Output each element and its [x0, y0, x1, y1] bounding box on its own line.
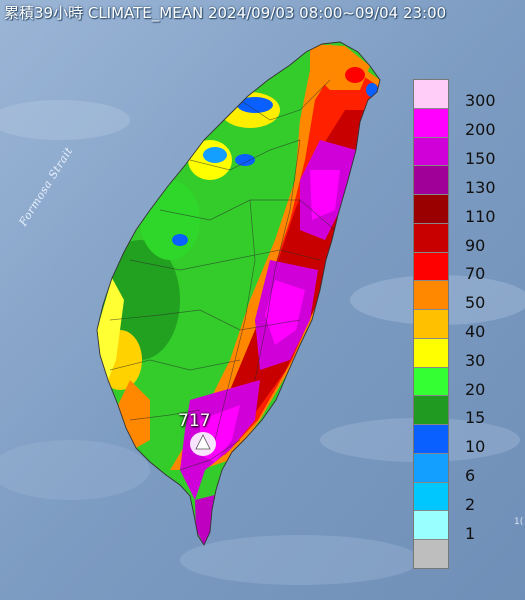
color-legend [413, 79, 449, 569]
legend-swatch [414, 80, 448, 109]
sea-texture [0, 100, 525, 585]
legend-swatch [414, 223, 448, 253]
legend-label: 50 [465, 293, 486, 313]
legend-label: 10 [465, 437, 486, 457]
legend-label: 1 [465, 523, 476, 543]
max-value-label: 717 [178, 411, 211, 431]
legend-swatch [414, 367, 448, 397]
legend-swatch [414, 453, 448, 483]
legend-label: 110 [465, 206, 496, 226]
legend-swatch [414, 511, 448, 541]
legend-swatch [414, 108, 448, 138]
legend-swatch [414, 166, 448, 196]
legend-swatch [414, 482, 448, 512]
legend-label: 6 [465, 466, 476, 486]
legend-label: 300 [465, 91, 496, 111]
legend-swatch [414, 195, 448, 224]
legend-swatch [414, 425, 448, 454]
edge-fragment: 1( [514, 517, 524, 527]
legend-label: 30 [465, 350, 486, 370]
legend-swatch [414, 540, 448, 569]
legend-label: 90 [465, 235, 486, 255]
legend-label: 15 [465, 408, 486, 428]
legend-label: 20 [465, 379, 486, 399]
legend-label: 130 [465, 177, 496, 197]
legend-label: 70 [465, 264, 486, 284]
legend-swatch [414, 310, 448, 339]
legend-label: 150 [465, 149, 496, 169]
legend-swatch [414, 338, 448, 368]
legend-swatch [414, 252, 448, 282]
legend-swatch [414, 137, 448, 167]
map-title: 累積39小時 CLIMATE_MEAN 2024/09/03 08:00~09/… [4, 4, 447, 22]
legend-label: 40 [465, 322, 486, 341]
legend-swatch [414, 396, 448, 426]
max-rain-triangle-icon [195, 434, 211, 450]
legend-label: 200 [465, 120, 496, 140]
legend-label: 2 [465, 494, 476, 514]
legend-swatch [414, 281, 448, 311]
